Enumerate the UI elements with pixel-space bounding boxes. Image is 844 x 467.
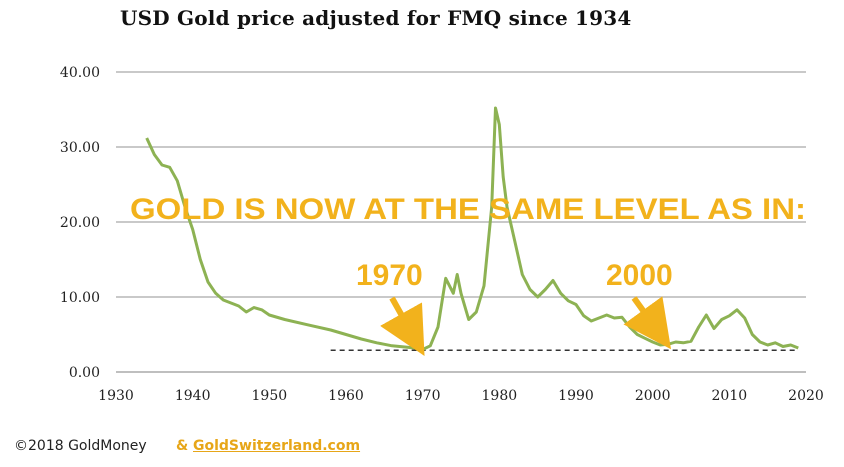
annotation-2000-arrow <box>623 296 672 350</box>
annotation-1970-label: 1970 <box>356 259 423 292</box>
x-tick-label: 1950 <box>252 388 288 404</box>
y-axis-tick-labels: 0.00 10.00 20.00 30.00 40.00 <box>60 65 100 381</box>
x-tick-label: 2020 <box>788 388 824 404</box>
series-line-gold-price <box>145 106 799 351</box>
x-tick-label: 1990 <box>558 388 594 404</box>
x-tick-label: 2000 <box>635 388 671 404</box>
x-tick-label: 1930 <box>98 388 134 404</box>
annotation-headline: GOLD IS NOW AT THE SAME LEVEL AS IN: <box>130 193 806 226</box>
x-tick-label: 1980 <box>482 388 518 404</box>
x-tick-label: 1970 <box>405 388 441 404</box>
goldswitzerland-link[interactable]: GoldSwitzerland.com <box>193 438 361 454</box>
x-tick-label: 1960 <box>328 388 364 404</box>
x-tick-label: 2010 <box>712 388 748 404</box>
gold-price-line-chart: 0.00 10.00 20.00 30.00 40.00 1930 1940 1950 196… <box>60 65 824 404</box>
y-tick-label: 0.00 <box>69 365 100 381</box>
copyright-text: ©2018 GoldMoney <box>14 438 147 454</box>
annotation-2000-label: 2000 <box>606 259 673 292</box>
y-tick-label: 20.00 <box>60 215 100 231</box>
x-axis-tick-labels: 1930 1940 1950 1960 1970 1980 1990 2000 2010 2020 <box>98 388 824 404</box>
x-tick-label: 1940 <box>175 388 211 404</box>
chart-title: USD Gold price adjusted for FMQ since 19… <box>120 6 632 30</box>
y-tick-label: 10.00 <box>60 290 100 306</box>
y-tick-label: 40.00 <box>60 65 100 81</box>
footer-ampersand: & <box>176 438 189 454</box>
y-tick-label: 30.00 <box>60 140 100 156</box>
annotation-1970-arrow <box>380 296 425 356</box>
